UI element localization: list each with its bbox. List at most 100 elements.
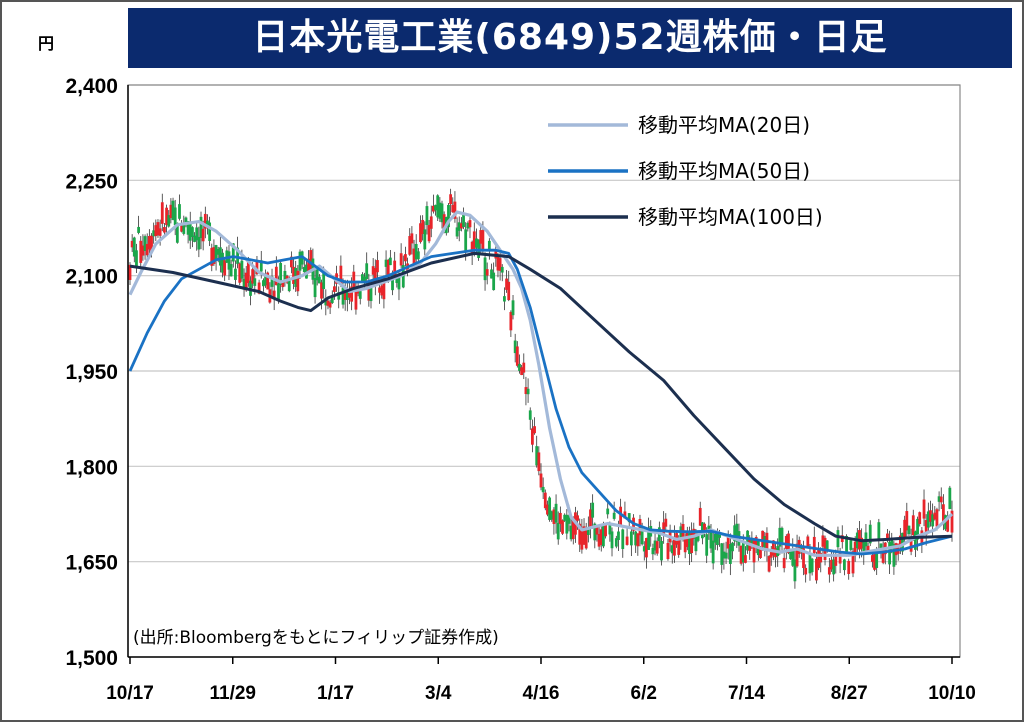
candle-body (722, 551, 726, 559)
candle-body (449, 194, 453, 205)
candle-body (371, 266, 375, 275)
candle-body (436, 195, 440, 218)
candle-body (216, 249, 220, 255)
candle-body (487, 240, 491, 250)
candle-body (188, 222, 192, 241)
candle-body (565, 514, 569, 534)
candle-body (597, 533, 601, 547)
candle-body (330, 295, 334, 303)
candle-body (918, 512, 922, 525)
candle-body (231, 243, 235, 262)
candle-body (401, 265, 405, 288)
candle-body (578, 523, 582, 545)
candle-body (539, 473, 543, 488)
y-tick-label: 2,400 (65, 75, 118, 98)
candle-body (870, 555, 874, 562)
candle-body (468, 220, 472, 228)
candle-body (793, 559, 797, 582)
candle-body (143, 236, 147, 251)
candle-body (552, 509, 556, 524)
x-tick-label: 10/17 (106, 683, 154, 704)
candle-body (393, 260, 397, 276)
candle-body (929, 510, 932, 522)
candle-body (640, 526, 644, 545)
candle-body (782, 557, 786, 569)
candle-body (845, 536, 848, 557)
candle-body (670, 545, 674, 554)
candle-body (158, 228, 162, 236)
candle-body (391, 274, 394, 291)
candle-body (139, 240, 143, 263)
candle-body (128, 264, 132, 280)
candle-body (606, 508, 610, 515)
candle-body (264, 275, 267, 286)
source-note: (出所:Bloombergをもとにフィリップ証券作成) (133, 628, 499, 648)
candle-body (313, 277, 317, 298)
candle-body (853, 541, 857, 556)
candle-body (558, 512, 562, 524)
candle-body (348, 288, 351, 298)
candle-body (636, 533, 640, 547)
candle-body (490, 269, 493, 279)
candle-body (563, 514, 567, 521)
x-tick-labels: 10/17 11/29 1/17 3/4 4/16 6/2 7/14 8/27 10/10 (106, 683, 976, 704)
candle-body (939, 496, 943, 503)
candle-body (350, 286, 354, 302)
candle-body (262, 280, 265, 287)
candle-body (518, 363, 521, 371)
candle-body (169, 204, 173, 219)
candle-body (903, 519, 907, 538)
candle-body (223, 260, 227, 276)
candle-body (414, 243, 418, 260)
candle-body (866, 545, 870, 552)
ma100-line (129, 251, 953, 543)
moving-average-lines (128, 210, 954, 557)
candle-body (360, 274, 364, 282)
y-axis-unit-label: 円 (38, 34, 55, 53)
candle-body (877, 522, 881, 540)
candle-body (862, 542, 866, 555)
candle-body (317, 276, 321, 284)
candle-body (528, 410, 532, 420)
candle-body (440, 203, 444, 223)
candle-body (830, 559, 833, 570)
candle-body (498, 258, 502, 271)
candle-body (914, 531, 917, 550)
candle-body (543, 492, 547, 509)
candle-body (802, 548, 805, 568)
candle-body (843, 559, 846, 571)
candle-body (718, 532, 722, 538)
candle-body (163, 227, 166, 233)
candle-body (425, 206, 429, 226)
candle-body (898, 535, 902, 545)
candle-body (221, 252, 224, 273)
chart-title: 日本光電工業(6849)52週株価・日足 (252, 17, 888, 58)
candle-body (438, 202, 442, 219)
candle-body (916, 518, 919, 540)
candle-body (470, 241, 474, 255)
candle-body (664, 518, 668, 527)
candle-body (354, 286, 358, 310)
candle-body (496, 255, 500, 271)
candle-body (535, 446, 539, 466)
candle-body (937, 496, 941, 502)
x-tick-label: 6/2 (631, 683, 657, 704)
candle-body (735, 523, 739, 542)
candle-body (567, 515, 571, 524)
candle-body (673, 536, 676, 556)
candle-body (404, 254, 407, 262)
candle-body (333, 286, 336, 292)
candle-body (483, 257, 487, 281)
candle-body (569, 525, 573, 540)
candle-body (696, 533, 700, 541)
candle-body (888, 541, 891, 565)
candle-body (455, 227, 459, 237)
candle-body (165, 207, 168, 225)
candle-body (754, 536, 758, 547)
candle-body (427, 225, 431, 242)
candle-body (462, 213, 465, 228)
candle-body (442, 214, 446, 229)
candle-body (244, 272, 248, 291)
candle-body (941, 504, 945, 525)
candle-body (345, 289, 349, 301)
